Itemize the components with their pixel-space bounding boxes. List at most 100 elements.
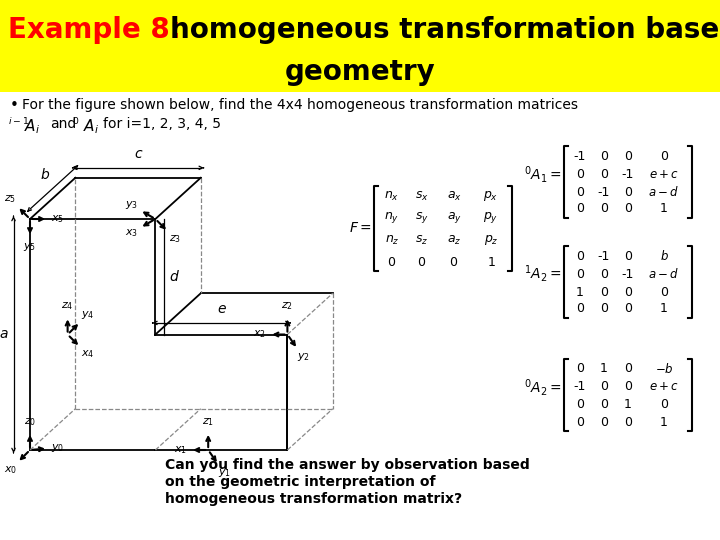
Text: $0$: $0$ [418, 255, 426, 268]
Text: 0: 0 [576, 415, 584, 429]
Text: ${}^{0}A_1=$: ${}^{0}A_1=$ [524, 164, 562, 185]
Text: 0: 0 [624, 381, 632, 394]
Text: $y_2$: $y_2$ [297, 352, 310, 363]
Text: $n_y$: $n_y$ [384, 211, 400, 226]
Text: $s_x$: $s_x$ [415, 190, 429, 202]
Text: $y_3$: $y_3$ [125, 199, 138, 211]
Text: $p_x$: $p_x$ [483, 189, 499, 203]
Text: 0: 0 [660, 286, 668, 299]
Text: For the figure shown below, find the 4x4 homogeneous transformation matrices: For the figure shown below, find the 4x4… [22, 98, 578, 112]
Text: 0: 0 [624, 362, 632, 375]
Text: c: c [134, 147, 142, 161]
Text: -1: -1 [598, 186, 610, 199]
Text: ${}^{i-1}$: ${}^{i-1}$ [8, 118, 29, 131]
Text: e: e [217, 302, 225, 316]
Text: $0$: $0$ [449, 255, 459, 268]
Text: 0: 0 [600, 286, 608, 299]
Text: $e+c$: $e+c$ [649, 381, 679, 394]
Text: $z_1$: $z_1$ [202, 416, 215, 428]
Text: 0: 0 [600, 302, 608, 315]
Text: 0: 0 [600, 167, 608, 180]
Text: $x_5$: $x_5$ [51, 213, 65, 225]
Text: 0: 0 [576, 249, 584, 262]
Text: 0: 0 [624, 249, 632, 262]
Text: -1: -1 [622, 167, 634, 180]
Text: $e+c$: $e+c$ [649, 167, 679, 180]
Text: 0: 0 [600, 381, 608, 394]
Text: 0: 0 [600, 202, 608, 215]
Text: 1: 1 [600, 362, 608, 375]
Text: $a_x$: $a_x$ [446, 190, 462, 202]
Text: $n_x$: $n_x$ [384, 190, 400, 202]
Text: 0: 0 [600, 150, 608, 163]
Text: 0: 0 [660, 399, 668, 411]
Text: $a-d$: $a-d$ [649, 185, 680, 199]
Text: -1: -1 [574, 150, 586, 163]
Text: Example 8:: Example 8: [8, 16, 181, 44]
Text: -1: -1 [598, 249, 610, 262]
Text: 0: 0 [576, 202, 584, 215]
Text: $a_z$: $a_z$ [447, 233, 462, 247]
Text: 0: 0 [624, 302, 632, 315]
Text: $p_z$: $p_z$ [484, 233, 498, 247]
Text: $x_2$: $x_2$ [253, 329, 266, 340]
Text: a: a [0, 327, 7, 341]
Text: on the geometric interpretation of: on the geometric interpretation of [165, 475, 436, 489]
Text: 0: 0 [624, 286, 632, 299]
Text: $-b$: $-b$ [654, 362, 673, 376]
Text: $z_3$: $z_3$ [169, 233, 181, 245]
Text: $n_z$: $n_z$ [384, 233, 400, 247]
Text: b: b [40, 168, 49, 183]
Text: $y_0$: $y_0$ [51, 442, 65, 454]
Text: $x_1$: $x_1$ [174, 444, 186, 456]
Text: $z_2$: $z_2$ [282, 301, 294, 313]
Text: $1$: $1$ [487, 255, 495, 268]
Text: $a_y$: $a_y$ [446, 211, 462, 226]
FancyBboxPatch shape [0, 0, 720, 92]
Text: 1: 1 [660, 302, 668, 315]
Text: 0: 0 [576, 362, 584, 375]
Text: $s_y$: $s_y$ [415, 211, 429, 226]
Text: $y_5$: $y_5$ [24, 241, 37, 253]
Text: 0: 0 [576, 186, 584, 199]
Text: $z_4$: $z_4$ [61, 301, 74, 313]
Text: 0: 0 [624, 186, 632, 199]
Text: Can you find the answer by observation based: Can you find the answer by observation b… [165, 458, 530, 472]
Text: -1: -1 [574, 381, 586, 394]
Text: $p_y$: $p_y$ [483, 211, 499, 226]
Text: 0: 0 [624, 415, 632, 429]
Text: $a-d$: $a-d$ [649, 267, 680, 281]
Text: $z_0$: $z_0$ [24, 416, 36, 428]
Text: $x_3$: $x_3$ [125, 227, 138, 239]
Text: 0: 0 [624, 150, 632, 163]
Text: ${}^{0}A_2=$: ${}^{0}A_2=$ [524, 376, 562, 397]
Text: geometry: geometry [284, 58, 436, 86]
Text: for i=1, 2, 3, 4, 5: for i=1, 2, 3, 4, 5 [103, 117, 221, 131]
Text: $0$: $0$ [387, 255, 397, 268]
Text: ${}^{0}$: ${}^{0}$ [72, 118, 79, 131]
Text: 0: 0 [600, 267, 608, 280]
Text: $x_4$: $x_4$ [81, 348, 94, 360]
Text: $b$: $b$ [660, 249, 668, 263]
Text: 1: 1 [660, 202, 668, 215]
Text: ${}^{1}A_2=$: ${}^{1}A_2=$ [524, 264, 562, 285]
Text: $y_1$: $y_1$ [217, 467, 231, 479]
Text: 0: 0 [600, 399, 608, 411]
Text: 1: 1 [576, 286, 584, 299]
Text: 0: 0 [660, 150, 668, 163]
Text: 0: 0 [624, 202, 632, 215]
Text: homogeneous transformation based on: homogeneous transformation based on [170, 16, 720, 44]
Text: $F=$: $F=$ [349, 221, 372, 235]
Text: $A_i$: $A_i$ [83, 118, 99, 137]
Text: homogeneous transformation matrix?: homogeneous transformation matrix? [165, 492, 462, 506]
Text: 0: 0 [600, 415, 608, 429]
Text: 1: 1 [624, 399, 632, 411]
Text: -1: -1 [622, 267, 634, 280]
Text: 1: 1 [660, 415, 668, 429]
Text: •: • [10, 98, 19, 112]
Text: 0: 0 [576, 167, 584, 180]
Text: $y_4$: $y_4$ [81, 309, 94, 321]
Text: $s_z$: $s_z$ [415, 233, 428, 247]
Text: 0: 0 [576, 302, 584, 315]
Text: $A_i$: $A_i$ [24, 118, 40, 137]
